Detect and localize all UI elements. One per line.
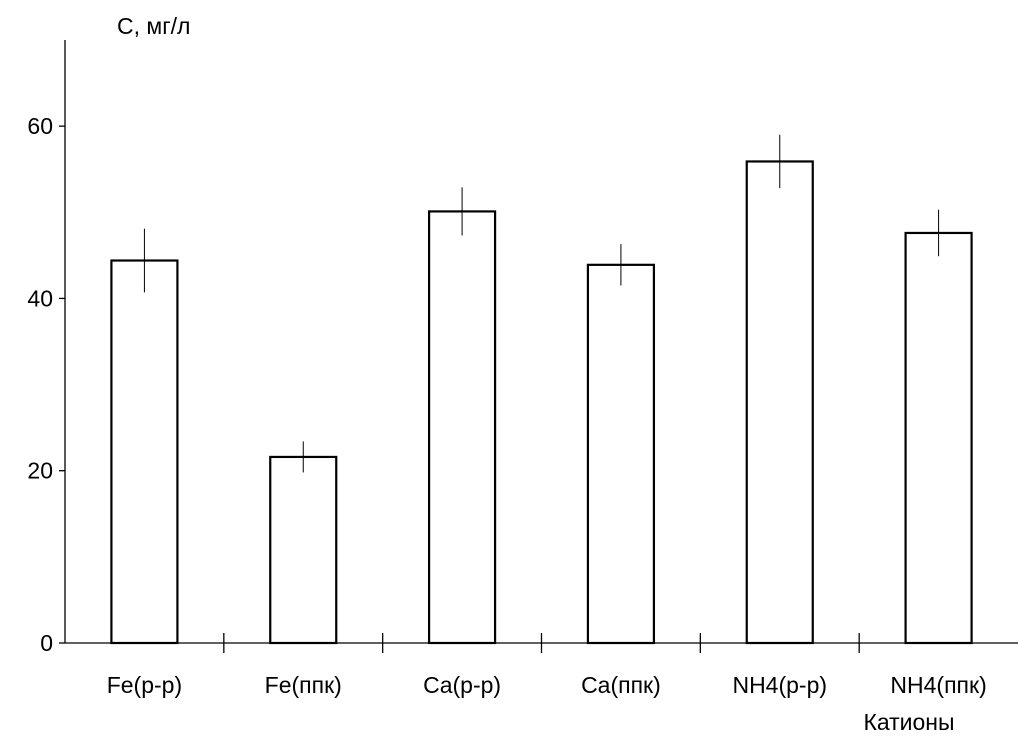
bar [745,160,814,645]
y-ticks: 0 20 40 60 [27,113,65,656]
error-bars [141,134,942,473]
bar [269,455,338,645]
x-tick-label: Fe(р-р) [107,672,182,698]
bar [904,231,973,645]
bar [427,210,497,645]
x-axis-label: Катионы [863,709,954,735]
bar [586,263,656,645]
x-tick-label: Ca(р-р) [423,672,501,698]
bar [110,259,179,645]
x-tick-label: Ca(ппк) [581,672,661,698]
y-tick-label: 20 [27,458,53,484]
bars [110,160,973,645]
y-axis-label: С, мг/л [117,13,190,39]
y-tick-label: 40 [27,285,53,311]
y-tick-label: 0 [40,630,53,656]
x-tick-label: NH4(ппк) [890,672,986,698]
x-tick-label: Fe(ппк) [265,672,342,698]
axes [64,40,1018,644]
x-tick-labels: Fe(р-р) Fe(ппк) Ca(р-р) Ca(ппк) NH4(р-р) NH4(… [107,672,987,698]
x-ticks [223,633,860,653]
y-tick-label: 60 [27,113,53,139]
x-tick-label: NH4(р-р) [732,672,827,698]
